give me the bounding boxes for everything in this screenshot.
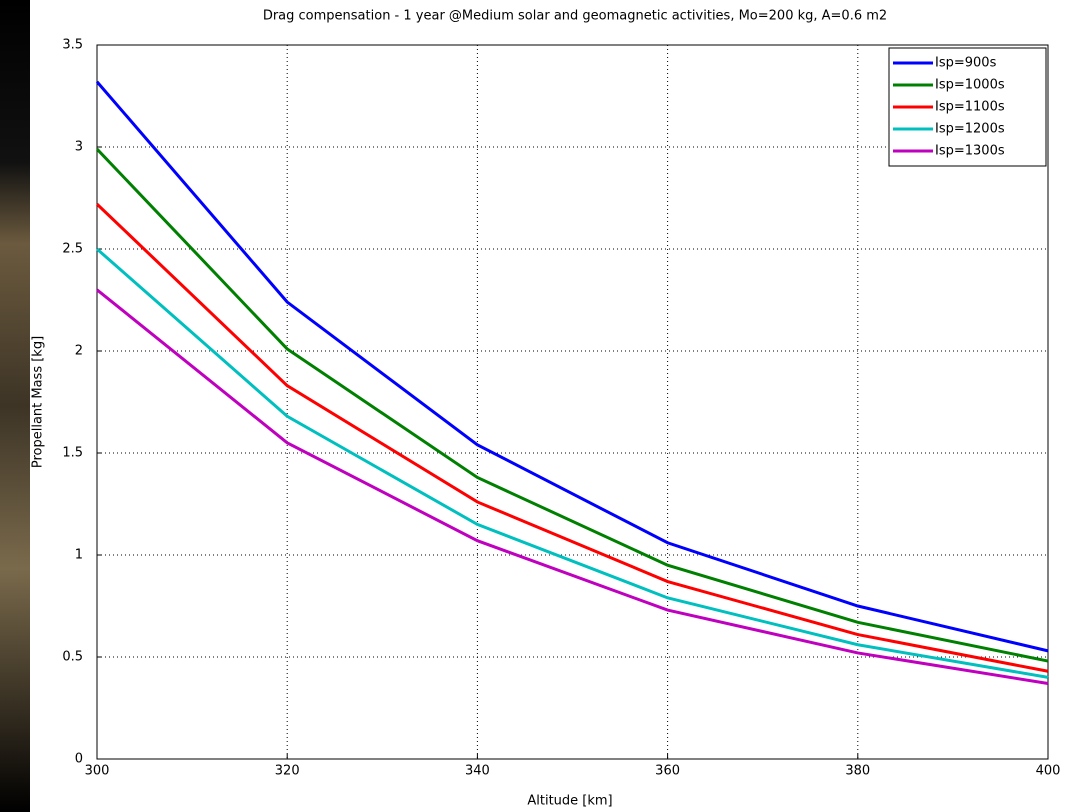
y-tick-label: 1 <box>75 548 83 563</box>
series-line <box>95 203 1049 673</box>
legend-label: Isp=1300s <box>935 144 1005 159</box>
series-line <box>96 288 1049 686</box>
legend-label: Isp=1100s <box>935 100 1005 115</box>
legend-label: Isp=1000s <box>935 78 1005 93</box>
x-tick-label: 340 <box>465 764 490 779</box>
x-axis-label: Altitude [km] <box>527 794 612 809</box>
series-line <box>95 80 1049 653</box>
series-line <box>95 148 1049 663</box>
x-tick-label: 320 <box>275 764 300 779</box>
background-photo-strip <box>0 0 30 812</box>
y-tick-label: 1.5 <box>62 446 83 461</box>
x-tick-label: 400 <box>1036 764 1061 779</box>
y-tick-label: 0.5 <box>62 650 83 665</box>
y-tick-label: 3 <box>75 140 83 155</box>
x-tick-label: 380 <box>845 764 870 779</box>
y-tick-label: 3.5 <box>62 38 83 53</box>
y-axis-label: Propellant Mass [kg] <box>31 336 46 468</box>
y-tick-label: 2 <box>75 344 83 359</box>
chart-title: Drag compensation - 1 year @Medium solar… <box>263 9 887 24</box>
plot-frame <box>96 44 1049 760</box>
legend-label: Isp=900s <box>935 56 997 71</box>
y-tick-label: 0 <box>75 752 83 767</box>
y-tick-label: 2.5 <box>62 242 83 257</box>
series-line <box>96 247 1049 679</box>
x-tick-label: 300 <box>85 764 110 779</box>
legend-label: Isp=1200s <box>935 122 1005 137</box>
x-tick-label: 360 <box>655 764 680 779</box>
